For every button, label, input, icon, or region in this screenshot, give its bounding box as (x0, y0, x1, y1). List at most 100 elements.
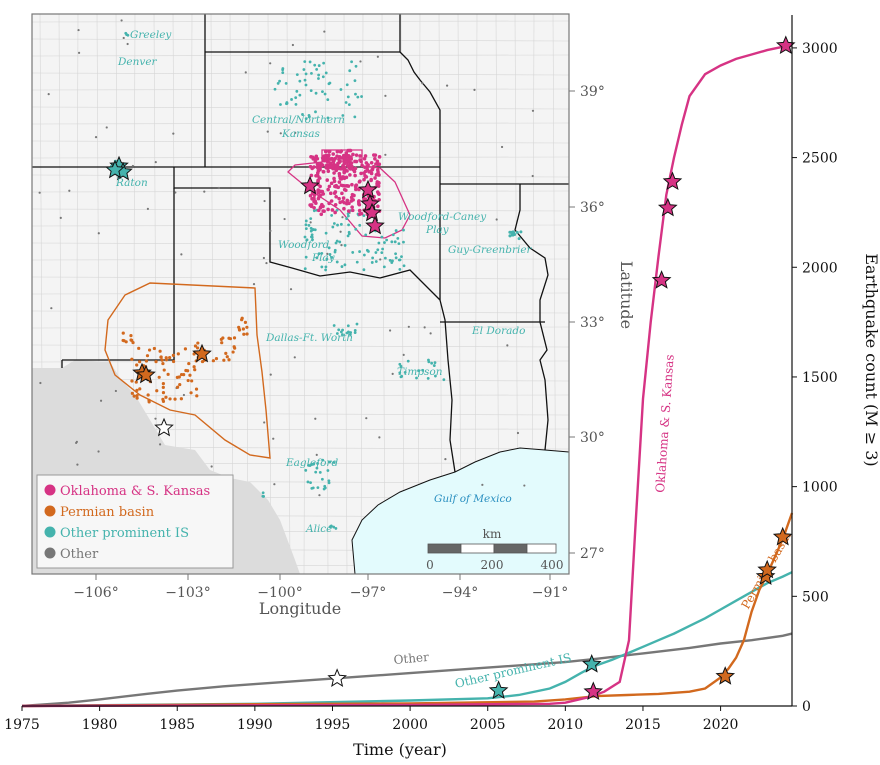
seismic-dot (354, 92, 357, 96)
seismic-dot (343, 244, 347, 247)
seismic-dot (317, 73, 321, 77)
lon-tick-103: −103° (165, 585, 210, 601)
seismic-dot (312, 193, 317, 197)
seismic-dot (263, 421, 266, 424)
seismic-dot (313, 159, 318, 164)
seismic-dot (332, 461, 336, 464)
x-tick-label: 2020 (703, 717, 739, 733)
seismic-dot (225, 355, 229, 359)
seismic-dot (341, 175, 345, 179)
seismic-dot (351, 198, 355, 202)
seismic-dot (222, 358, 226, 362)
seismic-dot (393, 240, 397, 244)
seismic-dot (508, 230, 512, 234)
seismic-dot (373, 156, 377, 161)
seismic-dot (345, 217, 349, 221)
seismic-dot (346, 95, 350, 99)
seismic-dot (351, 152, 355, 157)
scale-label-200: 200 (481, 558, 504, 572)
seismic-dot (332, 525, 336, 529)
seismic-dot (353, 115, 357, 119)
seismic-dot (367, 250, 370, 253)
seismic-dot (279, 132, 282, 135)
seismic-dot (120, 19, 123, 22)
lon-tick-94: −94° (442, 585, 479, 601)
event-star-oklahoma (651, 270, 672, 289)
seismic-dot (390, 240, 394, 244)
seismic-dot (442, 378, 446, 382)
seismic-dot (134, 380, 138, 384)
seismic-dot (294, 96, 298, 100)
seismic-dot (321, 75, 325, 79)
lat-tick-27: 27° (580, 546, 605, 562)
x-tick-label: 1985 (159, 717, 195, 733)
y-tick-label: 500 (802, 589, 829, 605)
seismic-dot (315, 256, 319, 260)
seismic-dot (172, 132, 175, 135)
seismic-dot (158, 349, 162, 353)
seismic-dot (294, 102, 298, 106)
seismic-dot (342, 200, 347, 205)
seismic-dot (135, 396, 139, 400)
seismic-dot (329, 181, 334, 186)
seismic-dot (337, 328, 341, 332)
seismic-dot (343, 184, 347, 188)
seismic-dot (430, 361, 434, 365)
scale-seg-2 (460, 543, 495, 554)
seismic-dot (303, 78, 307, 82)
x-tick-label: 1980 (82, 717, 118, 733)
seismic-dot (304, 468, 308, 472)
y-tick-label: 2500 (802, 151, 838, 167)
seismic-dot (339, 230, 342, 233)
seismic-dot (330, 208, 335, 212)
seismic-dot (147, 400, 151, 404)
seismic-dot (511, 230, 515, 234)
seismic-dot (403, 371, 407, 374)
seismic-dot (336, 223, 339, 227)
seismic-dot (377, 162, 382, 167)
seismic-dot (326, 252, 329, 255)
seismic-dot (237, 328, 242, 332)
map-lon-ticks: −106° −103° −100° −97° −94° −91° (73, 574, 568, 601)
seismic-dot (311, 486, 315, 490)
seismic-dot (333, 156, 338, 161)
lon-tick-100: −100° (257, 585, 302, 601)
seismic-dot (284, 82, 288, 85)
seismic-dot (152, 346, 156, 351)
seismic-dot (357, 187, 361, 192)
seismic-dot (517, 237, 521, 241)
seismic-dot (333, 203, 338, 207)
seismic-dot (326, 169, 331, 174)
legend-box (36, 474, 234, 569)
seismic-dot (340, 265, 344, 268)
event-star-permian (755, 566, 776, 585)
seismic-dot (137, 346, 141, 350)
seismic-dot (353, 173, 357, 178)
seismic-dot (445, 84, 449, 87)
lat-tick-39: 39° (580, 84, 605, 100)
seismic-dot (333, 250, 337, 254)
seismic-dot (396, 236, 400, 240)
y-tick-label: 1500 (802, 370, 838, 386)
seismic-dot (146, 393, 150, 397)
y-tick-label: 1000 (802, 480, 838, 496)
event-stars (327, 35, 796, 701)
curve-label-other: Other (393, 650, 430, 667)
x-tick-label: 2010 (548, 717, 584, 733)
seismic-dot (272, 437, 275, 440)
seismic-dot (320, 265, 324, 269)
region-alice: Alice (305, 523, 332, 535)
seismic-dot (175, 375, 179, 379)
seismic-dot (346, 234, 350, 238)
seismic-dot (291, 43, 294, 47)
seismic-dot (427, 358, 430, 362)
seismic-dot (377, 241, 381, 245)
seismic-dot (320, 251, 324, 255)
seismic-dot (328, 460, 332, 464)
seismic-dot (224, 351, 228, 355)
seismic-dot (316, 208, 321, 213)
region-timpson: Timpson (397, 366, 443, 378)
seismic-dot (369, 169, 373, 174)
lon-tick-91: −91° (532, 585, 569, 601)
seismic-dot (237, 325, 241, 329)
